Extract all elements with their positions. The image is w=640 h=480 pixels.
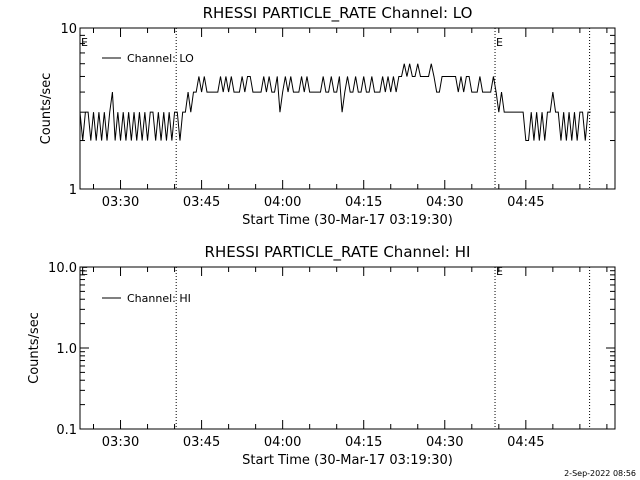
panel-hi: RHESSI PARTICLE_RATE Channel: HI 0.1 1.0 10… xyxy=(27,243,616,468)
y-tick-label: 0.1 xyxy=(56,423,77,438)
x-tick-label: 03:30 xyxy=(102,195,139,210)
x-tick-label: 03:30 xyxy=(102,435,139,450)
legend-label: Channel: LO xyxy=(127,52,194,65)
x-tick-label: 04:30 xyxy=(426,435,463,450)
y-axis-label: Counts/sec xyxy=(27,312,42,384)
x-tick-label: 04:15 xyxy=(345,195,382,210)
footer-timestamp: 2-Sep-2022 08:56 xyxy=(564,469,636,478)
chart-title: RHESSI PARTICLE_RATE Channel: LO xyxy=(203,4,473,23)
y-tick-label: 10.0 xyxy=(48,261,77,276)
x-tick-label: 04:15 xyxy=(345,435,382,450)
x-tick-label: 04:45 xyxy=(507,435,544,450)
x-tick-label: 04:30 xyxy=(426,195,463,210)
panel-lo: RHESSI PARTICLE_RATE Channel: LO 1 10 03:30… xyxy=(39,4,616,228)
chart-title: RHESSI PARTICLE_RATE Channel: HI xyxy=(205,243,471,262)
x-tick-label: 04:00 xyxy=(264,435,301,450)
x-tick-label: 03:45 xyxy=(183,435,220,450)
edge-label: E xyxy=(81,265,88,278)
series-line-0 xyxy=(79,63,591,142)
edge-label: E xyxy=(81,36,88,49)
plot-frame xyxy=(79,27,616,190)
edge-label: E xyxy=(496,36,503,49)
y-axis-label: Counts/sec xyxy=(39,73,54,145)
x-tick-label: 03:45 xyxy=(183,195,220,210)
x-axis-label: Start Time (30-Mar-17 03:19:30) xyxy=(242,213,453,228)
edge-label: E xyxy=(496,265,503,278)
legend-label: Channel: HI xyxy=(127,292,191,305)
x-tick-label: 04:45 xyxy=(507,195,544,210)
x-tick-label: 04:00 xyxy=(264,195,301,210)
y-tick-label: 10 xyxy=(60,22,77,37)
y-tick-label: 1.0 xyxy=(56,342,77,357)
x-axis-label: Start Time (30-Mar-17 03:19:30) xyxy=(242,453,453,468)
y-tick-label: 1 xyxy=(69,183,77,198)
